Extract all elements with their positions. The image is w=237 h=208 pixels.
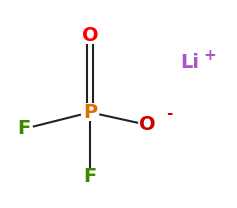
Text: -: - (166, 106, 173, 121)
Text: F: F (83, 167, 97, 186)
Text: P: P (83, 103, 97, 122)
Text: F: F (17, 119, 30, 139)
Text: O: O (82, 26, 98, 45)
Text: +: + (203, 48, 216, 63)
Text: O: O (139, 115, 155, 134)
Text: Li: Li (180, 53, 199, 72)
